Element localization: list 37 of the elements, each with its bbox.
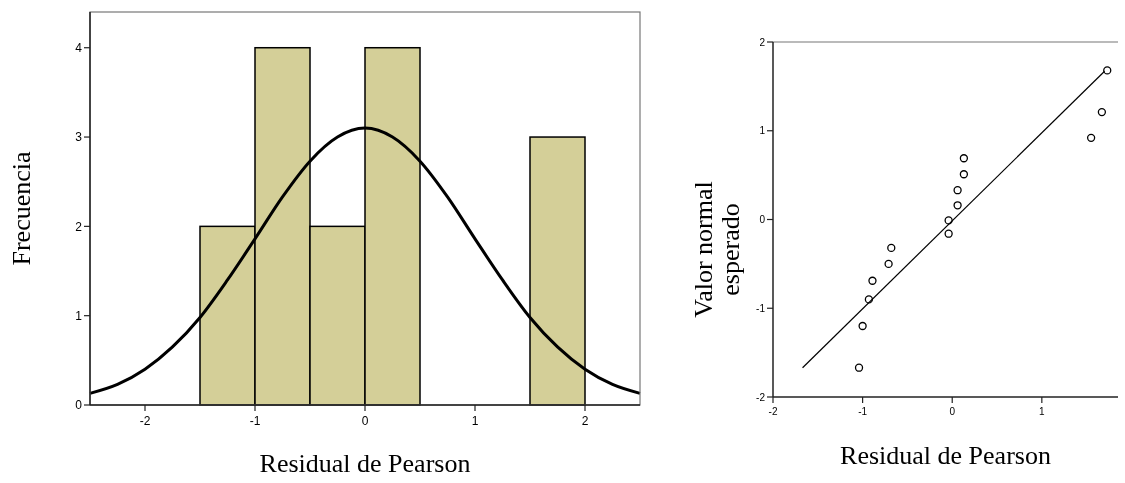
point xyxy=(953,201,962,210)
point xyxy=(887,243,896,253)
y-tick-label: 2 xyxy=(759,36,766,48)
x-tick-label: 1 xyxy=(1039,406,1046,417)
x-tick-label: -2 xyxy=(139,414,151,428)
y-tick-label: 3 xyxy=(75,130,83,145)
x-tick-label: -1 xyxy=(858,406,868,417)
x-tick-label: 0 xyxy=(361,414,369,428)
y-tick-label: -1 xyxy=(756,302,766,314)
x-axis-title: Residual de Pearson xyxy=(259,449,471,478)
y-axis-title: Valor normal esperado xyxy=(689,181,746,318)
x-tick-label: -1 xyxy=(249,414,261,428)
point xyxy=(854,363,864,372)
point xyxy=(953,186,962,195)
point xyxy=(1097,107,1107,117)
y-tick-label: 1 xyxy=(759,125,766,137)
x-tick-label: -2 xyxy=(768,406,778,417)
x-tick-label: 0 xyxy=(949,406,956,417)
x-axis-title: Residual de Pearson xyxy=(840,441,1051,470)
point xyxy=(868,276,877,285)
y-axis-title: Frecuencia xyxy=(7,151,36,266)
point xyxy=(1103,66,1112,75)
y-tick-label: 1 xyxy=(75,308,83,323)
x-tick-label: 1 xyxy=(471,414,479,428)
point xyxy=(858,321,867,331)
point xyxy=(959,170,969,179)
point xyxy=(944,229,953,238)
y-tick-label: -2 xyxy=(756,391,766,403)
point xyxy=(884,259,893,269)
y-tick-label: 0 xyxy=(759,214,766,225)
y-tick-label: 2 xyxy=(75,219,83,234)
point xyxy=(944,216,953,225)
x-tick-label: 2 xyxy=(581,414,589,428)
point xyxy=(864,295,874,304)
point xyxy=(959,154,969,163)
y-tick-label: 4 xyxy=(75,40,83,55)
point xyxy=(1086,133,1096,142)
